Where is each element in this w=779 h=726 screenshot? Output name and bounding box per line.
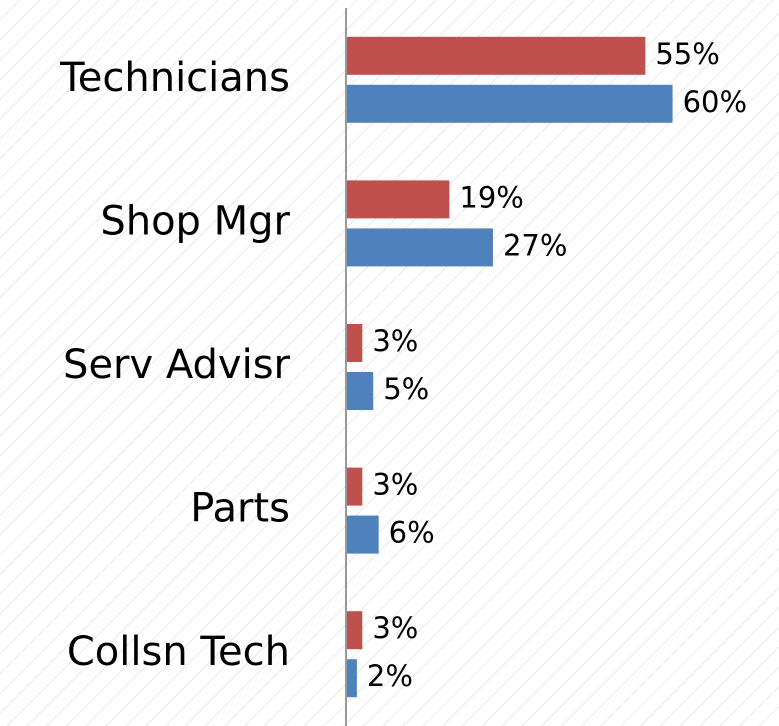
- bar: [346, 515, 379, 554]
- value-label: 5%: [383, 372, 429, 406]
- y-tick-label: Serv Advisr: [63, 342, 291, 388]
- y-tick-label: Collsn Tech: [67, 629, 290, 675]
- bar: [346, 467, 363, 506]
- bar: [346, 36, 646, 75]
- bar: [346, 180, 450, 219]
- value-label: 55%: [655, 37, 719, 71]
- value-label: 27%: [503, 228, 567, 262]
- value-label: 3%: [372, 324, 418, 358]
- bar: [346, 228, 493, 267]
- y-tick-label: Parts: [190, 486, 290, 532]
- value-label: 3%: [372, 468, 418, 502]
- value-label: 3%: [372, 611, 418, 645]
- value-label: 60%: [683, 85, 747, 119]
- value-label: 2%: [367, 659, 413, 693]
- y-tick-label: Technicians: [59, 55, 290, 101]
- plot-area: Technicians 55% 60% Shop Mgr 19% 27% Serv Advi…: [59, 8, 747, 726]
- bar: [346, 372, 374, 410]
- y-tick-label: Shop Mgr: [100, 198, 290, 244]
- value-label: 19%: [459, 180, 523, 214]
- bar: [346, 324, 363, 362]
- bar: [346, 659, 357, 698]
- value-label: 6%: [389, 516, 435, 550]
- bar: [346, 84, 673, 123]
- bar: [346, 611, 363, 650]
